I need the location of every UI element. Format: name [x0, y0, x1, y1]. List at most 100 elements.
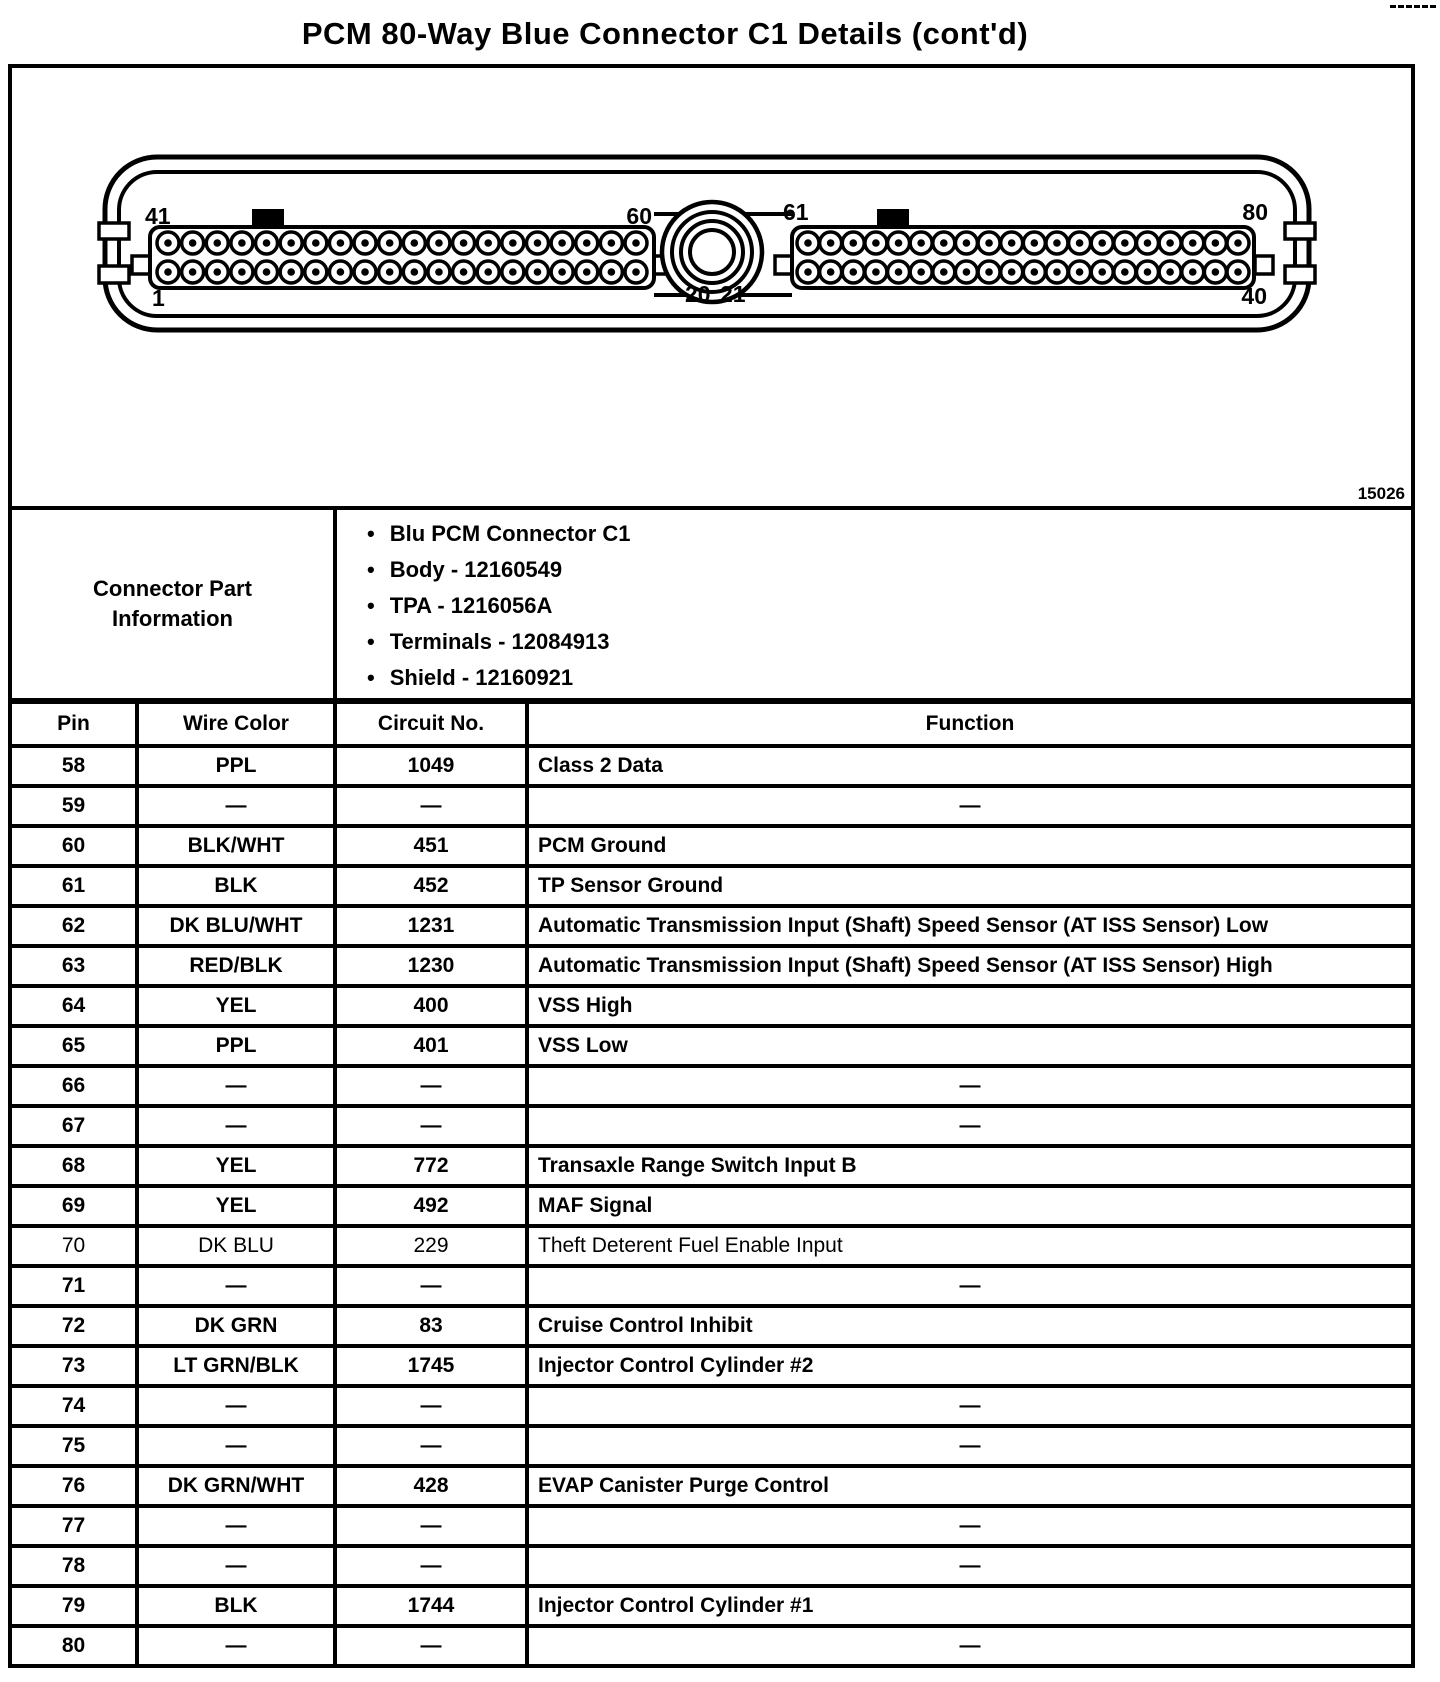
table-row: 71 — — —	[8, 1264, 1415, 1308]
center-bolt	[659, 199, 765, 305]
table-header-row: Pin Wire Color Circuit No. Function	[8, 700, 1415, 748]
figure-number: 15026	[1357, 484, 1405, 503]
table-row: 80 — — —	[8, 1624, 1415, 1668]
part-info-label-line2: Information	[112, 606, 233, 631]
function-cell: —	[525, 1064, 1415, 1108]
table-row: 65 PPL 401 VSS Low	[8, 1024, 1415, 1068]
pin-cell: 70	[8, 1224, 139, 1268]
pin-label-61: 61	[783, 199, 809, 225]
pin-cell: 74	[8, 1384, 139, 1428]
key-tab	[877, 209, 909, 228]
table-row: 76 DK GRN/WHT 428 EVAP Canister Purge Co…	[8, 1464, 1415, 1508]
table-row: 58 PPL 1049 Class 2 Data	[8, 744, 1415, 788]
circuit-cell: 1745	[333, 1344, 529, 1388]
pin-cell: 75	[8, 1424, 139, 1468]
pin-cell: 61	[8, 864, 139, 908]
bullet-icon: •	[367, 665, 375, 690]
wire-color-cell: —	[135, 1424, 337, 1468]
wire-color-cell: PPL	[135, 744, 337, 788]
col-header-circuit: Circuit No.	[333, 700, 529, 748]
table-row: 61 BLK 452 TP Sensor Ground	[8, 864, 1415, 908]
function-cell: EVAP Canister Purge Control	[525, 1464, 1415, 1508]
circuit-cell: —	[333, 1624, 529, 1668]
left-latch-tab	[97, 221, 131, 241]
part-info-bullet: • Blu PCM Connector C1	[367, 521, 1411, 557]
function-cell: —	[525, 1504, 1415, 1548]
connector-shell-inner	[117, 170, 1297, 318]
circuit-cell: 492	[333, 1184, 529, 1228]
circuit-cell: 452	[333, 864, 529, 908]
wire-color-cell: DK BLU/WHT	[135, 904, 337, 948]
bullet-text: Blu PCM Connector C1	[389, 521, 631, 546]
pin-function-table: Pin Wire Color Circuit No. Function 58 P…	[8, 700, 1415, 1668]
pin-cell: 62	[8, 904, 139, 948]
pin-cell: 63	[8, 944, 139, 988]
col-header-wire: Wire Color	[135, 700, 337, 748]
connector-part-info: Connector Part Information • Blu PCM Conn…	[8, 506, 1415, 702]
circuit-cell: —	[333, 1064, 529, 1108]
table-row: 66 — — —	[8, 1064, 1415, 1108]
circuit-cell: —	[333, 1264, 529, 1308]
table-row: 75 — — —	[8, 1424, 1415, 1468]
wire-color-cell: —	[135, 1064, 337, 1108]
pin-holes	[155, 230, 1251, 285]
circuit-cell: 1230	[333, 944, 529, 988]
table-row: 64 YEL 400 VSS High	[8, 984, 1415, 1028]
bullet-text: Body - 12160549	[389, 557, 563, 582]
pin-label-40: 40	[1241, 283, 1267, 309]
table-row: 67 — — —	[8, 1104, 1415, 1148]
wire-color-cell: BLK	[135, 1584, 337, 1628]
circuit-cell: —	[333, 1384, 529, 1428]
pin-cell: 71	[8, 1264, 139, 1308]
col-header-pin: Pin	[8, 700, 139, 748]
function-cell: —	[525, 1104, 1415, 1148]
circuit-cell: 1049	[333, 744, 529, 788]
table-row: 60 BLK/WHT 451 PCM Ground	[8, 824, 1415, 868]
pin-cell: 58	[8, 744, 139, 788]
bullet-icon: •	[367, 557, 375, 582]
function-cell: PCM Ground	[525, 824, 1415, 868]
function-cell: Theft Deterent Fuel Enable Input	[525, 1224, 1415, 1268]
table-row: 68 YEL 772 Transaxle Range Switch Input …	[8, 1144, 1415, 1188]
function-cell: —	[525, 1264, 1415, 1308]
wire-color-cell: —	[135, 1104, 337, 1148]
wire-color-cell: RED/BLK	[135, 944, 337, 988]
circuit-cell: 83	[333, 1304, 529, 1348]
right-latch-tab	[1283, 221, 1317, 241]
pin-cell: 68	[8, 1144, 139, 1188]
part-info-label-line1: Connector Part	[93, 576, 252, 601]
function-cell: Cruise Control Inhibit	[525, 1304, 1415, 1348]
wire-color-cell: BLK/WHT	[135, 824, 337, 868]
circuit-cell: 772	[333, 1144, 529, 1188]
table-row: 79 BLK 1744 Injector Control Cylinder #1	[8, 1584, 1415, 1628]
wire-color-cell: —	[135, 784, 337, 828]
pin-cell: 78	[8, 1544, 139, 1588]
guide-notch	[130, 254, 152, 276]
pin-cell: 67	[8, 1104, 139, 1148]
pin-cell: 77	[8, 1504, 139, 1548]
pin-cell: 59	[8, 784, 139, 828]
pin-label-1: 1	[152, 285, 165, 311]
table-row: 70 DK BLU 229 Theft Deterent Fuel Enable…	[8, 1224, 1415, 1268]
connector-figure: 41 60 1 20 61 80 21 40 15026	[8, 64, 1415, 510]
wire-color-cell: —	[135, 1384, 337, 1428]
pin-label-20: 20	[685, 281, 711, 307]
function-cell: MAF Signal	[525, 1184, 1415, 1228]
part-info-bullet: • TPA - 1216056A	[367, 593, 1411, 629]
pin-cell: 60	[8, 824, 139, 868]
function-cell: —	[525, 1624, 1415, 1668]
pin-cell: 73	[8, 1344, 139, 1388]
wire-color-cell: DK BLU	[135, 1224, 337, 1268]
part-info-bullet: • Terminals - 12084913	[367, 629, 1411, 665]
bullet-icon: •	[367, 629, 375, 654]
connector-drawing: 41 60 1 20 61 80 21 40	[97, 154, 1317, 333]
page-title: PCM 80-Way Blue Connector C1 Details (co…	[301, 16, 1029, 51]
circuit-cell: —	[333, 1104, 529, 1148]
pin-cell: 72	[8, 1304, 139, 1348]
pin-label-60: 60	[626, 203, 652, 229]
table-row: 77 — — —	[8, 1504, 1415, 1548]
pin-cell: 79	[8, 1584, 139, 1628]
table-row: 59 — — —	[8, 784, 1415, 828]
circuit-cell: —	[333, 1424, 529, 1468]
